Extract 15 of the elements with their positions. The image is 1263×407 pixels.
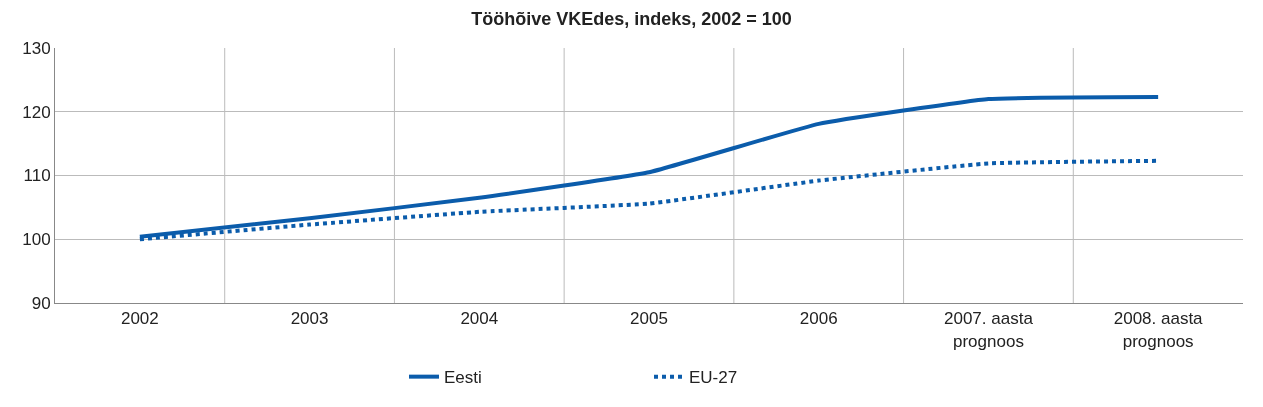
y-tick-label: 130	[22, 38, 51, 58]
x-tick-label: 2008. aasta prognoos	[1113, 309, 1204, 351]
y-tick-label: 90	[31, 293, 51, 313]
y-tick-label: 120	[22, 102, 51, 122]
legend-label: Eesti	[444, 368, 482, 388]
x-tick-label: 2003	[290, 309, 329, 329]
x-tick-label: 2002	[120, 309, 159, 329]
legend-label: EU-27	[689, 368, 738, 388]
x-tick-label: 2005	[630, 309, 668, 329]
y-tick-label: 100	[22, 230, 51, 250]
chart-title: Tööhõive VKEdes, indeks, 2002 = 100	[471, 8, 792, 29]
x-tick-label: 2007. aasta prognoos	[944, 309, 1034, 351]
x-tick-label: 2004	[460, 309, 499, 329]
y-tick-label: 110	[23, 166, 51, 186]
x-tick-label: 2006	[799, 309, 838, 329]
